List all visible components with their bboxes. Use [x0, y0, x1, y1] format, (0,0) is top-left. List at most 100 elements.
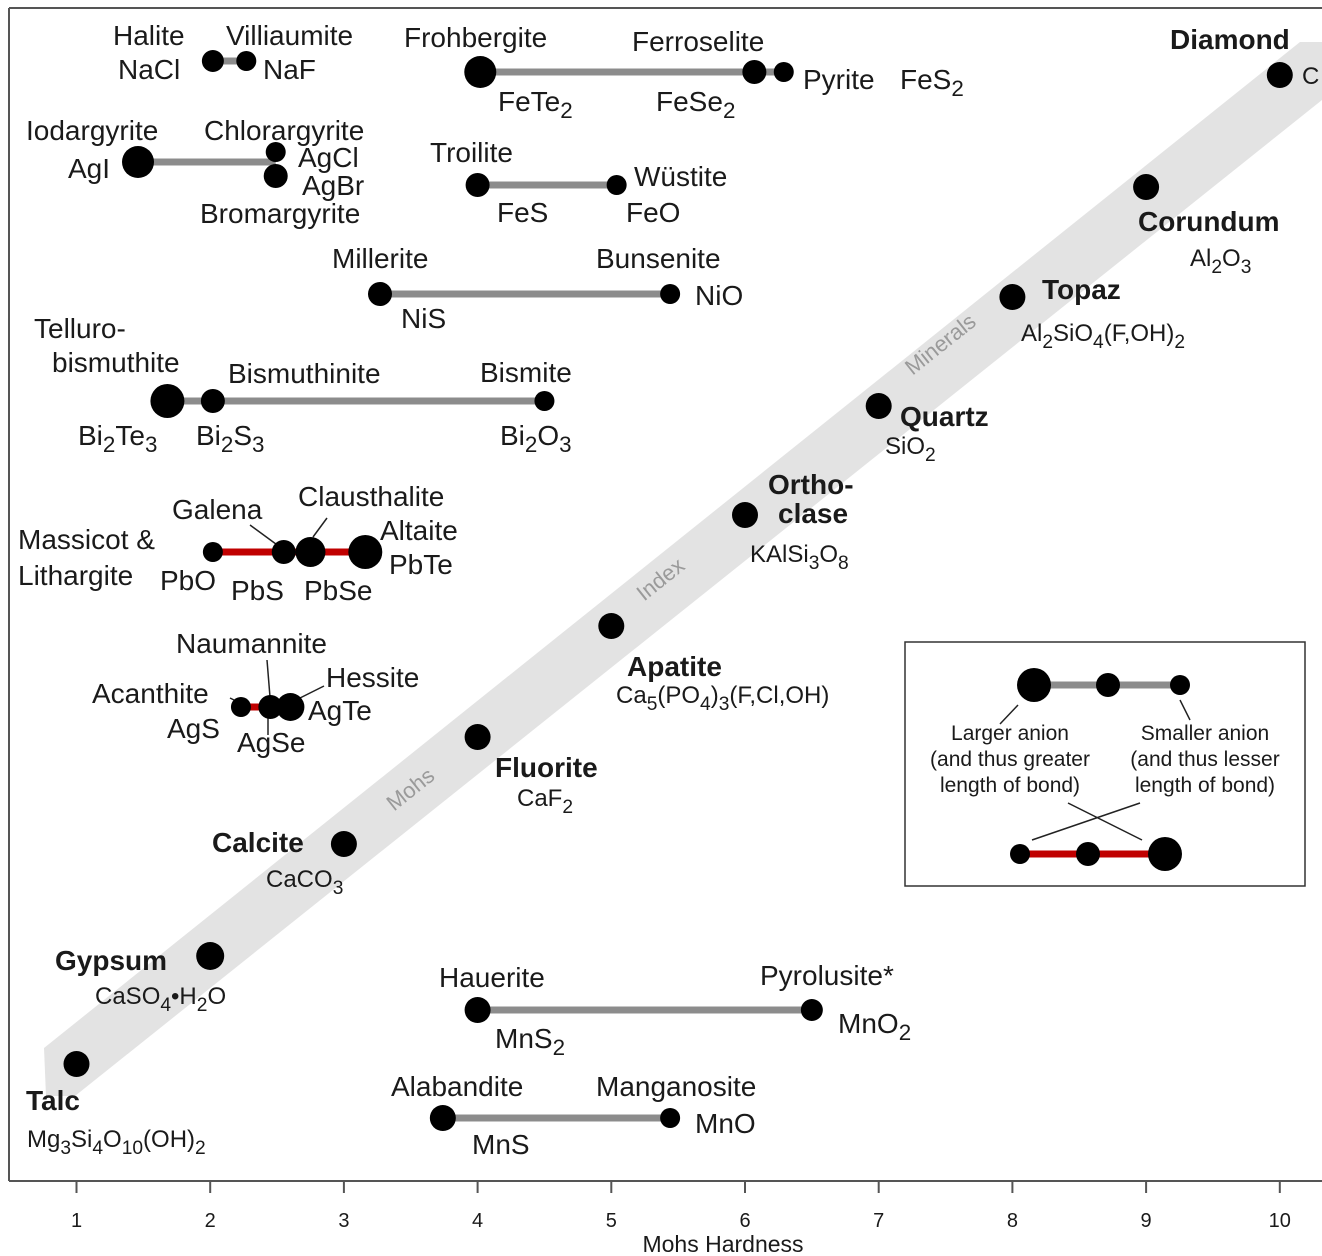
mineral-point	[801, 999, 823, 1021]
mohs-mineral-formula: Mg3Si4O10(OH)2	[27, 1126, 206, 1159]
mohs-point-orthoclase	[732, 502, 758, 528]
mohs-mineral-name: Topaz	[1042, 274, 1121, 305]
mineral-name: Pyrolusite*	[760, 960, 894, 991]
legend-red-small-point	[1010, 844, 1030, 864]
mineral-formula: AgBr	[302, 170, 364, 201]
mohs-point-corundum	[1133, 174, 1159, 200]
legend-left-line-1: Larger anion	[951, 722, 1069, 745]
mohs-mineral-name: Diamond	[1170, 24, 1290, 55]
mineral-point	[295, 537, 325, 567]
mineral-name: bismuthite	[52, 347, 180, 378]
mineral-point	[236, 51, 256, 71]
x-tick-label: 1	[71, 1210, 82, 1232]
mineral-point	[202, 50, 224, 72]
mineral-name: Halite	[113, 20, 185, 51]
mineral-point	[466, 173, 490, 197]
mineral-formula: NaCl	[118, 54, 180, 85]
mineral-formula: Bi2S3	[196, 420, 265, 457]
mineral-formula: NiS	[401, 303, 446, 334]
mineral-name: Bunsenite	[596, 243, 721, 274]
mineral-point	[122, 146, 154, 178]
mohs-point-fluorite	[465, 724, 491, 750]
mineral-name: Lithargite	[18, 560, 133, 591]
mineral-name: Telluro-	[34, 313, 126, 344]
mohs-point-calcite	[331, 831, 357, 857]
mohs-mineral-formula: Al2O3	[1190, 245, 1251, 278]
legend-gray-small-point	[1170, 675, 1190, 695]
mohs-mineral-name: Gypsum	[55, 945, 167, 976]
mineral-point	[464, 56, 496, 88]
mohs-mineral-name: clase	[778, 498, 848, 529]
mineral-formula: AgTe	[308, 695, 372, 726]
mineral-name: Massicot &	[18, 524, 155, 555]
x-tick-label: 10	[1269, 1210, 1291, 1232]
mineral-formula: PbS	[231, 575, 284, 606]
x-tick-label: 4	[472, 1210, 483, 1232]
x-axis-title: Mohs Hardness	[642, 1231, 803, 1256]
mineral-point	[607, 175, 627, 195]
mineral-point	[774, 62, 794, 82]
mineral-formula: MnS2	[495, 1023, 565, 1060]
mineral-point	[742, 60, 766, 84]
mineral-formula: MnO	[695, 1108, 756, 1139]
mohs-mineral-formula: Ca5(PO4)3(F,Cl,OH)	[616, 682, 829, 715]
mohs-mineral-formula: C	[1302, 63, 1319, 90]
mineral-name: Bismite	[480, 357, 572, 388]
mineral-point	[348, 535, 382, 569]
mineral-name: Manganosite	[596, 1071, 756, 1102]
mohs-mineral-name: Apatite	[627, 651, 722, 682]
mineral-formula: FeS2	[900, 64, 964, 101]
mohs-point-apatite	[598, 613, 624, 639]
x-tick-label: 7	[873, 1210, 884, 1232]
mohs-point-gypsum	[196, 942, 224, 970]
mineral-point	[231, 697, 251, 717]
x-tick-label: 8	[1007, 1210, 1018, 1232]
legend-gray-large-point	[1017, 668, 1051, 702]
mineral-formula: PbSe	[304, 575, 373, 606]
mineral-point	[264, 164, 288, 188]
x-tick-label: 3	[338, 1210, 349, 1232]
legend-red-mid-point	[1076, 842, 1100, 866]
mineral-name: Iodargyrite	[26, 115, 158, 146]
mohs-mineral-name: Quartz	[900, 401, 989, 432]
mineral-name: Villiaumite	[226, 20, 353, 51]
mineral-formula: MnS	[472, 1129, 530, 1160]
mineral-name: Altaite	[380, 515, 458, 546]
legend: Larger anion (and thus greater length of…	[905, 642, 1305, 886]
x-axis-ticks: 1 2 3 4 5 6 7 8 9 10	[71, 1181, 1291, 1232]
mohs-mineral-formula: KAlSi3O8	[750, 541, 849, 574]
mineral-formula: AgS	[167, 713, 220, 744]
mohs-mineral-formula: CaF2	[517, 785, 573, 818]
mineral-point	[534, 391, 554, 411]
mineral-name: Alabandite	[391, 1071, 523, 1102]
legend-right-line-3: length of bond)	[1135, 774, 1275, 797]
mineral-point	[203, 542, 223, 562]
mineral-formula: PbTe	[389, 549, 453, 580]
mineral-point	[660, 284, 680, 304]
mohs-mineral-name: Ortho-	[768, 469, 854, 500]
x-tick-label: 6	[739, 1210, 750, 1232]
mineral-formula: AgCl	[298, 142, 359, 173]
legend-red-large-point	[1148, 837, 1182, 871]
mineral-name: Hauerite	[439, 962, 545, 993]
mineral-name: Clausthalite	[298, 481, 444, 512]
mineral-point	[272, 540, 296, 564]
mineral-point	[368, 282, 392, 306]
mineral-formula: PbO	[160, 565, 216, 596]
mineral-name: Acanthite	[92, 678, 209, 709]
mineral-formula: AgSe	[237, 727, 306, 758]
mineral-point	[430, 1105, 456, 1131]
mineral-formula: Bi2O3	[500, 420, 572, 457]
mineral-formula: FeS	[497, 197, 548, 228]
x-tick-label: 2	[205, 1210, 216, 1232]
mohs-point-diamond	[1267, 62, 1293, 88]
legend-right-line-1: Smaller anion	[1141, 722, 1269, 745]
mohs-point-topaz	[999, 284, 1025, 310]
mineral-name: Troilite	[430, 137, 513, 168]
mineral-name: Hessite	[326, 662, 419, 693]
x-tick-label: 9	[1141, 1210, 1152, 1232]
mineral-point	[276, 693, 304, 721]
legend-right-line-2: (and thus lesser	[1130, 748, 1279, 771]
mineral-point	[150, 384, 184, 418]
